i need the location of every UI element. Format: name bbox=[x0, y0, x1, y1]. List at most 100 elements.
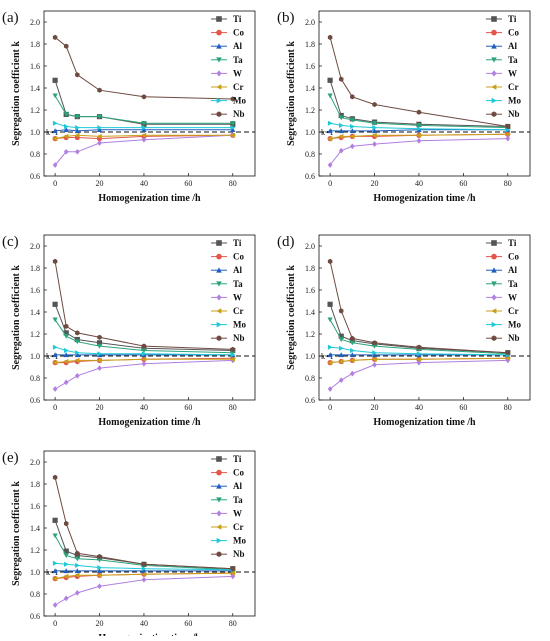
data-point-al bbox=[63, 127, 69, 133]
legend-marker bbox=[491, 321, 497, 328]
data-point-nb bbox=[63, 323, 69, 329]
legend-entry: Ti bbox=[233, 454, 242, 464]
legend-marker bbox=[216, 483, 222, 489]
legend-marker bbox=[216, 43, 222, 49]
series-line-w bbox=[54, 359, 233, 390]
plot-frame bbox=[318, 10, 531, 177]
y-tick-label: 1.4 bbox=[30, 308, 40, 317]
y-tick-label: 2.0 bbox=[305, 242, 315, 251]
y-axis-label: Segregation coefficient k bbox=[286, 41, 297, 146]
data-point-al bbox=[74, 352, 80, 358]
legend-marker bbox=[491, 84, 497, 90]
legend-marker bbox=[216, 253, 222, 260]
data-point-w bbox=[52, 386, 58, 392]
data-point-cr bbox=[327, 360, 333, 366]
data-point-w bbox=[74, 148, 80, 155]
legend-marker bbox=[491, 281, 497, 287]
legend-marker bbox=[491, 267, 497, 273]
legend-entry: Cr bbox=[233, 306, 244, 316]
data-point-cr bbox=[371, 132, 377, 138]
y-tick-label: 1.6 bbox=[30, 62, 40, 71]
data-point-nb bbox=[505, 350, 511, 356]
legend-marker bbox=[216, 57, 222, 63]
reference-line-label: k=1 bbox=[46, 568, 59, 577]
legend-marker bbox=[216, 281, 222, 287]
legend-marker bbox=[491, 308, 497, 314]
plot-frame bbox=[318, 234, 531, 401]
data-point-al bbox=[141, 568, 147, 574]
legend-marker bbox=[216, 240, 222, 246]
series-line-ti bbox=[329, 304, 508, 354]
data-point-mo bbox=[339, 345, 344, 351]
y-tick-label: 1.8 bbox=[30, 480, 40, 489]
legend-marker bbox=[491, 240, 497, 246]
data-point-w bbox=[74, 590, 80, 596]
x-tick-label: 80 bbox=[229, 403, 237, 412]
data-point-nb bbox=[75, 330, 80, 336]
data-point-mo bbox=[339, 122, 344, 128]
y-tick-label: 1.6 bbox=[30, 286, 40, 295]
y-tick-label: 1.8 bbox=[305, 40, 315, 49]
legend-entry: Al bbox=[508, 41, 517, 51]
data-point-mo bbox=[141, 125, 147, 131]
x-tick-label: 0 bbox=[328, 179, 332, 188]
data-point-w bbox=[141, 576, 147, 583]
data-point-w bbox=[338, 377, 344, 384]
data-point-mo bbox=[230, 352, 236, 358]
legend-entry: Nb bbox=[233, 109, 245, 119]
data-point-mo bbox=[350, 347, 355, 354]
legend-entry: Ta bbox=[233, 55, 243, 65]
series-line-ta bbox=[329, 95, 508, 129]
legend-marker bbox=[216, 469, 222, 476]
legend-entry: Ta bbox=[233, 495, 243, 505]
y-tick-label: 2.0 bbox=[305, 18, 315, 27]
data-point-ta bbox=[63, 553, 69, 559]
legend-marker bbox=[216, 267, 222, 273]
y-axis-label: Segregation coefficient k bbox=[11, 41, 22, 146]
y-tick-label: 1.2 bbox=[30, 546, 40, 555]
data-point-ti bbox=[96, 340, 103, 346]
x-tick-label: 60 bbox=[459, 403, 467, 412]
legend-marker bbox=[491, 294, 497, 301]
data-point-nb bbox=[63, 43, 69, 49]
y-tick-label: 0.6 bbox=[305, 172, 315, 181]
data-point-al bbox=[96, 127, 103, 133]
data-point-al bbox=[327, 352, 333, 358]
legend-entry: Cr bbox=[233, 82, 244, 92]
legend-entry: Co bbox=[233, 468, 244, 478]
data-point-ta bbox=[74, 114, 80, 120]
series-line-al bbox=[55, 129, 233, 132]
x-tick-label: 40 bbox=[140, 619, 148, 628]
legend-marker bbox=[216, 84, 222, 90]
data-point-al bbox=[52, 352, 58, 358]
legend-entry: Ti bbox=[508, 238, 517, 248]
data-point-mo bbox=[372, 125, 378, 131]
data-point-cr bbox=[371, 356, 377, 362]
data-point-al bbox=[338, 128, 344, 134]
legend-entry: Ta bbox=[508, 279, 518, 289]
data-point-cr bbox=[96, 357, 102, 363]
data-point-w bbox=[372, 141, 377, 147]
data-point-ta bbox=[349, 340, 355, 346]
legend-entry: Nb bbox=[233, 549, 245, 559]
data-point-w bbox=[327, 386, 333, 392]
data-point-cr bbox=[230, 356, 235, 362]
legend-entry: Ti bbox=[233, 14, 242, 24]
data-point-ta bbox=[327, 93, 333, 99]
x-tick-label: 60 bbox=[184, 403, 192, 412]
y-tick-label: 1.4 bbox=[305, 84, 315, 93]
data-point-cr bbox=[230, 570, 235, 576]
data-point-ti bbox=[327, 301, 333, 307]
data-point-al bbox=[371, 128, 378, 134]
y-tick-label: 0.8 bbox=[305, 150, 315, 159]
y-tick-label: 2.0 bbox=[30, 18, 40, 27]
data-point-cr bbox=[349, 357, 355, 363]
data-point-mo bbox=[97, 565, 103, 571]
data-point-cr bbox=[52, 360, 58, 366]
legend-entry: Co bbox=[233, 252, 244, 262]
legend-entry: Nb bbox=[508, 333, 520, 343]
data-point-w bbox=[505, 135, 511, 142]
legend-entry: Cr bbox=[233, 522, 244, 532]
data-point-al bbox=[74, 568, 80, 574]
data-point-ti bbox=[338, 333, 344, 339]
